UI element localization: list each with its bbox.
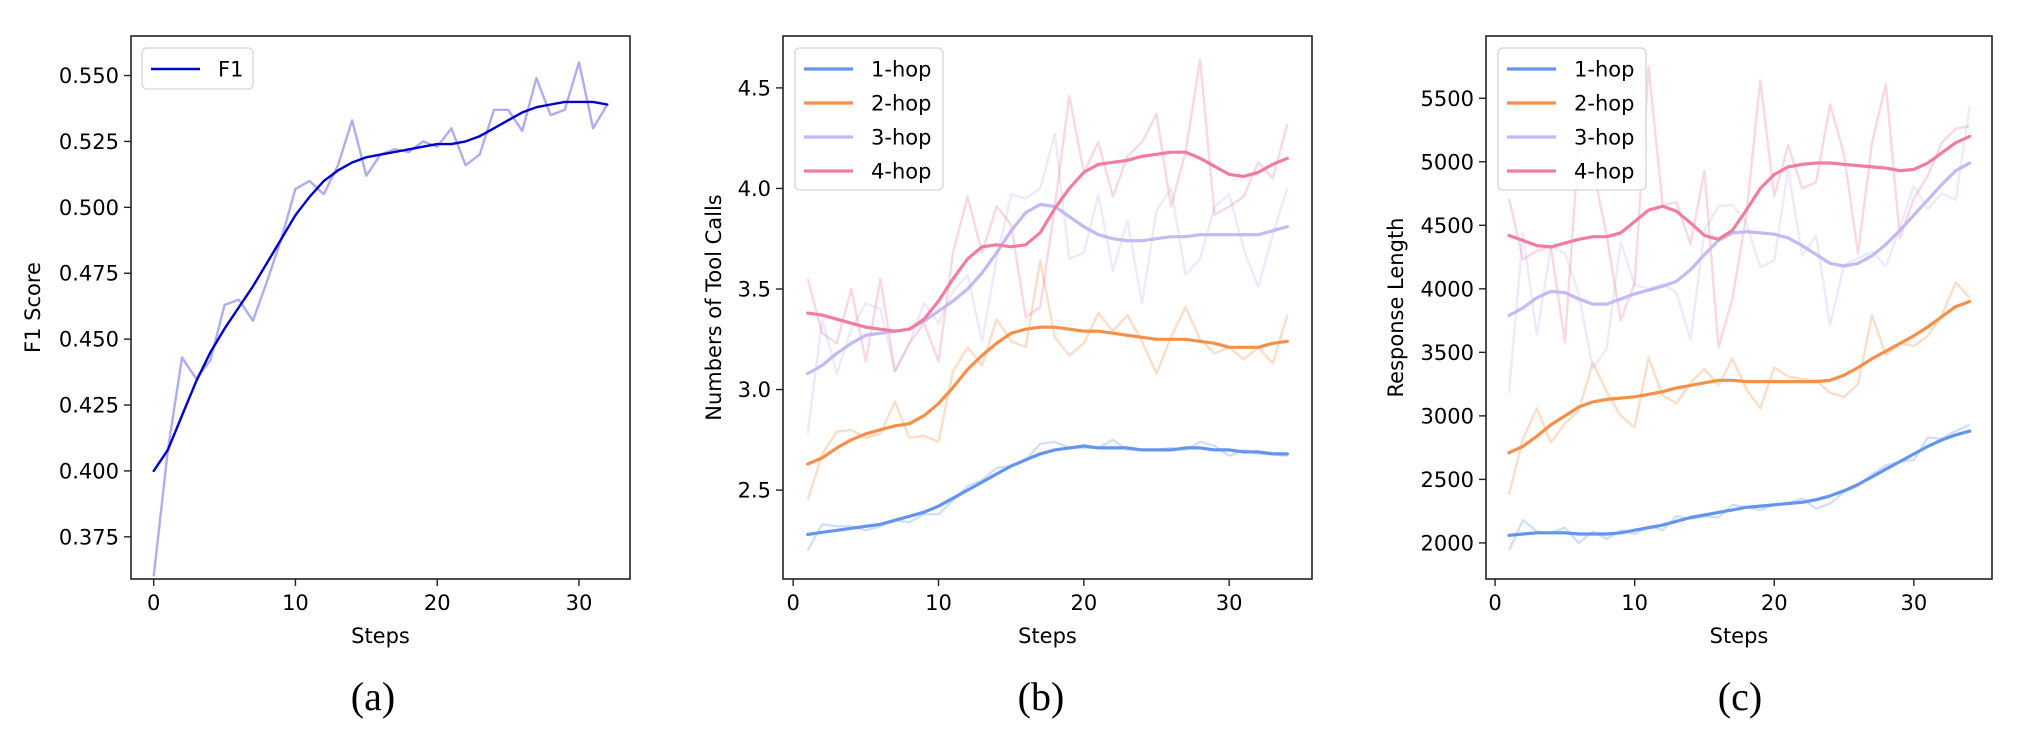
panel-c: 0 10 20 30 2000 2500 3000 3500 4000 4500 5000 5500 S… [1384, 35, 1993, 648]
y-tick-label-c: 5500 [1421, 87, 1474, 111]
smoothed-line-c-4-hop [1507, 134, 1972, 249]
raw-line-b-1-hop [806, 438, 1288, 551]
raw-line-a-f1 [152, 61, 609, 577]
legend-label-c-4-hop: 4-hop [1574, 160, 1634, 184]
y-tick-label-a: 0.400 [59, 459, 119, 483]
raw-line-c-3-hop [1507, 105, 1971, 394]
legend-label-b-4-hop: 4-hop [871, 160, 931, 184]
y-tick-label-c: 3500 [1421, 341, 1474, 365]
y-tick-label-b: 3.0 [738, 378, 771, 402]
smoothed-line-c-3-hop [1507, 161, 1972, 318]
y-tick-label-a: 0.500 [59, 196, 119, 220]
y-tick-label-a: 0.525 [59, 130, 119, 154]
caption-c: (c) [1718, 674, 1762, 719]
smoothed-line-c-1-hop [1507, 429, 1972, 537]
smoothed-line-b-3-hop [806, 202, 1289, 376]
axes-frame-a [130, 35, 631, 580]
raw-line-c-2-hop [1507, 281, 1971, 495]
caption-b: (b) [1018, 674, 1065, 719]
y-tick-label-c: 2500 [1421, 468, 1474, 492]
legend-label-a-f1: F1 [218, 58, 243, 82]
smoothed-line-b-4-hop [806, 150, 1289, 333]
x-tick-label-c: 20 [1761, 591, 1788, 615]
legend-c: 1-hop 2-hop 3-hop 4-hop [1497, 47, 1647, 191]
legend-label-b-3-hop: 3-hop [871, 126, 931, 150]
panel-b: 0 10 20 30 2.5 3.0 3.5 4.0 4.5 Steps Numbers of To… [702, 35, 1313, 648]
y-tick-label-a: 0.475 [59, 262, 119, 286]
y-tick-label-b: 4.5 [738, 76, 771, 100]
y-axis-label-a: F1 Score [21, 262, 45, 353]
legend-label-c-1-hop: 1-hop [1574, 58, 1634, 82]
x-tick-label-c: 10 [1621, 591, 1648, 615]
y-tick-label-c: 3000 [1421, 404, 1474, 428]
raw-line-c-1-hop [1507, 423, 1971, 552]
y-tick-label-c: 4500 [1421, 214, 1474, 238]
y-axis-label-c: Response Length [1384, 218, 1408, 398]
y-tick-label-b: 4.0 [738, 177, 771, 201]
legend-label-b-2-hop: 2-hop [871, 92, 931, 116]
x-tick-label-b: 20 [1070, 591, 1097, 615]
x-tick-label-b: 0 [786, 591, 799, 615]
x-tick-label-a: 30 [566, 591, 593, 615]
raw-line-b-2-hop [806, 259, 1289, 501]
smoothed-line-c-2-hop [1507, 299, 1972, 455]
raw-line-b-4-hop [806, 58, 1289, 373]
x-axis-label-b: Steps [1018, 624, 1077, 648]
x-tick-label-c: 0 [1488, 591, 1501, 615]
x-tick-label-c: 30 [1900, 591, 1927, 615]
raw-line-b-3-hop [806, 132, 1289, 434]
x-tick-label-b: 10 [925, 591, 952, 615]
legend-label-c-3-hop: 3-hop [1574, 126, 1634, 150]
smoothed-line-b-1-hop [806, 444, 1289, 537]
legend-box-c [1497, 47, 1647, 191]
y-tick-label-c: 5000 [1421, 150, 1474, 174]
x-tick-label-a: 10 [282, 591, 309, 615]
legend-a: F1 [141, 47, 254, 90]
y-tick-label-a: 0.550 [59, 64, 119, 88]
x-tick-label-a: 0 [147, 591, 160, 615]
y-tick-label-c: 2000 [1421, 531, 1474, 555]
caption-a: (a) [351, 674, 395, 719]
y-tick-label-a: 0.450 [59, 328, 119, 352]
x-axis-label-c: Steps [1710, 624, 1769, 648]
y-axis-label-b: Numbers of Tool Calls [702, 194, 726, 421]
y-tick-label-a: 0.425 [59, 394, 119, 418]
smoothed-line-b-2-hop [806, 325, 1289, 466]
smoothed-line-a-f1 [152, 100, 609, 473]
x-tick-label-b: 30 [1216, 591, 1243, 615]
legend-box-b [794, 47, 944, 191]
x-axis-label-a: Steps [351, 624, 410, 648]
axes-frame-c [1485, 35, 1993, 580]
y-tick-label-b: 2.5 [738, 479, 771, 503]
axes-frame-b [782, 35, 1313, 580]
x-tick-label-a: 20 [424, 591, 451, 615]
panel-a: 0 10 20 30 0.375 0.400 0.425 0.450 0.475 0.500 0.5… [21, 35, 631, 648]
y-tick-label-c: 4000 [1421, 277, 1474, 301]
y-tick-label-b: 3.5 [738, 277, 771, 301]
y-tick-label-a: 0.375 [59, 525, 119, 549]
legend-label-c-2-hop: 2-hop [1574, 92, 1634, 116]
legend-label-b-1-hop: 1-hop [871, 58, 931, 82]
legend-b: 1-hop 2-hop 3-hop 4-hop [794, 47, 944, 191]
